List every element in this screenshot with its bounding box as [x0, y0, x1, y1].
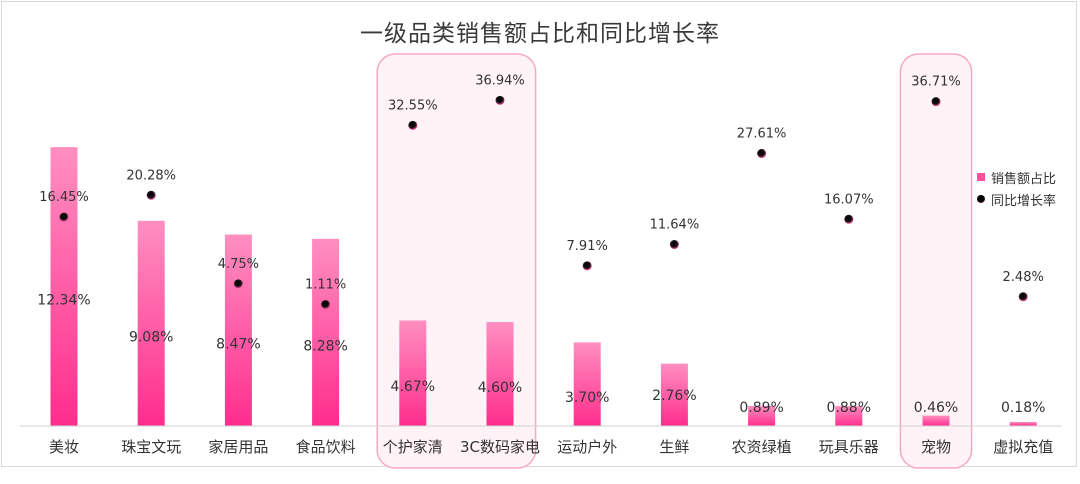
growth-value-labels: 16.45% 20.28% 4.75% 1.11% 32.55% 36.94% 7.91% 1…: [39, 73, 1044, 292]
growth-label-5: 36.94%: [475, 73, 525, 88]
growth-dot-1: [146, 190, 156, 200]
growth-label-11: 2.48%: [1003, 270, 1044, 285]
growth-dot-7: [669, 240, 679, 250]
legend-item-bar: 销售额占比: [977, 166, 1056, 188]
x-tick-label-5: 3C数码家电: [460, 438, 540, 456]
growth-label-10: 36.71%: [911, 75, 961, 90]
x-tick-label-0: 美妆: [49, 438, 79, 456]
x-tick-label-9: 玩具乐器: [819, 438, 879, 456]
bar-11: [1009, 421, 1037, 426]
x-tick-label-11: 虚拟充值: [993, 438, 1053, 456]
growth-dot-9: [844, 214, 854, 224]
growth-label-3: 1.11%: [305, 278, 346, 293]
bar-label-5: 4.60%: [478, 380, 522, 396]
growth-label-2: 4.75%: [218, 257, 259, 272]
growth-series: [59, 95, 1028, 310]
growth-label-0: 16.45%: [39, 190, 89, 205]
legend-label-bar: 销售额占比: [991, 171, 1057, 187]
growth-label-9: 16.07%: [824, 192, 874, 207]
x-tick-label-7: 生鲜: [659, 438, 689, 456]
growth-label-8: 27.61%: [737, 127, 787, 142]
chart-title: 一级品类销售额占比和同比增长率: [360, 21, 720, 47]
growth-dot-4: [408, 120, 418, 130]
bar-label-8: 0.89%: [739, 400, 783, 416]
growth-dot-10: [931, 97, 941, 107]
x-tick-label-2: 家居用品: [208, 438, 268, 456]
x-tick-label-1: 珠宝文玩: [121, 438, 181, 456]
bar-6: [573, 342, 601, 426]
bar-0: [50, 147, 78, 426]
bar-label-11: 0.18%: [1001, 400, 1045, 416]
legend-bar-swatch: [977, 173, 985, 181]
bar-3: [312, 238, 340, 426]
growth-dot-2: [233, 279, 243, 289]
bar-series: [50, 147, 1037, 426]
x-tick-label-6: 运动户外: [557, 438, 617, 456]
legend-label-dot: 同比增长率: [991, 193, 1057, 209]
bar-label-3: 8.28%: [303, 338, 347, 354]
bar-1: [137, 220, 165, 426]
bar-2: [224, 234, 252, 426]
growth-label-7: 11.64%: [650, 218, 700, 233]
growth-dot-3: [321, 300, 331, 310]
bar-label-4: 4.67%: [391, 379, 435, 395]
bar-8: [748, 405, 776, 426]
bar-4: [399, 320, 427, 426]
growth-label-1: 20.28%: [126, 168, 176, 183]
x-axis-tick-labels: 美妆 珠宝文玩 家居用品 食品饮料 个护家清 3C数码家电 运动户外 生鲜 农资绿植 玩具乐器 宠物…: [49, 438, 1053, 456]
growth-dot-8: [757, 149, 767, 159]
growth-label-4: 32.55%: [388, 98, 438, 113]
legend-dot-swatch: [977, 195, 985, 203]
bar-label-9: 0.88%: [827, 400, 871, 416]
chart-frame: [1, 1, 1077, 467]
growth-dot-0: [59, 212, 69, 222]
bar-label-10: 0.46%: [914, 400, 958, 416]
bar-label-6: 3.70%: [565, 390, 609, 406]
bar-label-7: 2.76%: [652, 388, 696, 404]
legend-item-dot: 同比增长率: [977, 188, 1056, 210]
bar-5: [486, 322, 514, 426]
x-tick-label-3: 食品饮料: [296, 438, 356, 456]
bar-7: [660, 363, 688, 426]
legend: 销售额占比 同比增长率: [977, 166, 1056, 210]
growth-dot-11: [1018, 292, 1028, 302]
bar-10: [922, 415, 950, 426]
x-tick-label-8: 农资绿植: [732, 438, 792, 456]
bar-label-1: 9.08%: [129, 329, 173, 345]
highlight-box-1: [899, 53, 973, 469]
x-tick-label-4: 个护家清: [383, 438, 443, 456]
growth-label-6: 7.91%: [567, 239, 608, 254]
bar-label-0: 12.34%: [37, 293, 90, 309]
growth-dot-5: [495, 95, 505, 105]
bar-9: [835, 406, 863, 426]
bar-label-2: 8.47%: [216, 336, 260, 352]
x-tick-label-10: 宠物: [921, 438, 951, 456]
bar-value-labels: 12.34% 9.08% 8.47% 8.28% 4.67% 4.60% 3.70% 2.76…: [37, 293, 1045, 416]
growth-dot-6: [582, 261, 592, 271]
